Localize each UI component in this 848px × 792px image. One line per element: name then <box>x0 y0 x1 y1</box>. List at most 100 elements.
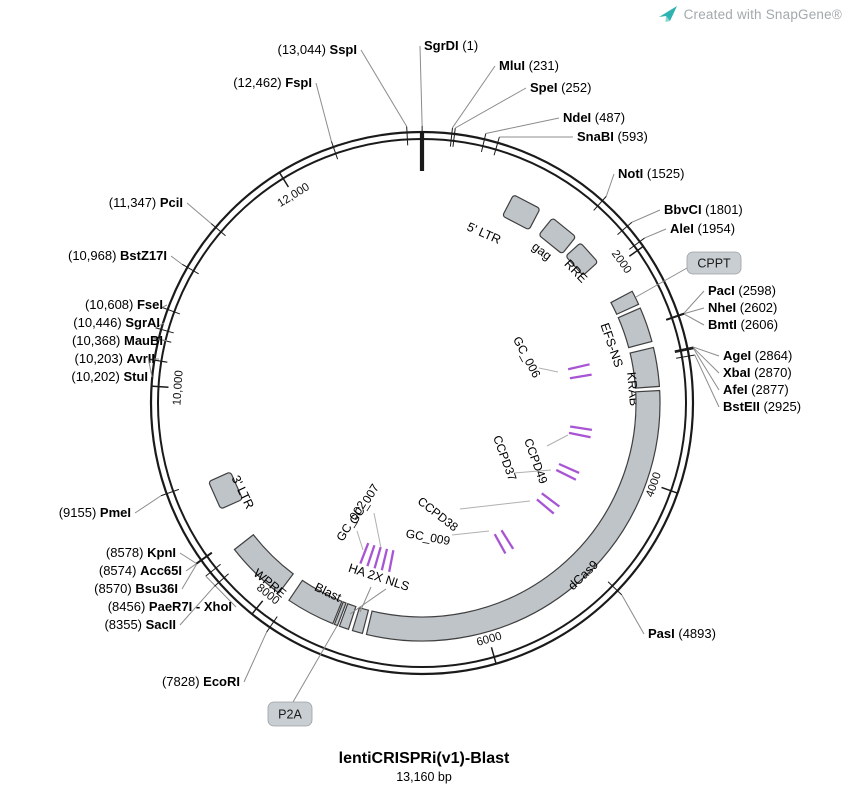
rre-box <box>566 243 598 275</box>
callout-leader-p2a <box>292 625 338 703</box>
enzyme-label-alei: AleI (1954) <box>670 221 735 236</box>
guide-label-ccpd37: CCPD37 <box>490 433 519 483</box>
enzyme-label-fspi: (12,462) FspI <box>233 75 312 90</box>
enzyme-label-paer7i-xhoi: (8456) PaeR7I - XhoI <box>108 599 232 614</box>
enzyme-leader-bbvci <box>631 209 661 223</box>
blast-segment <box>288 579 343 625</box>
enzyme-site-tick-bsu36i <box>196 552 213 565</box>
krab-segment <box>629 346 661 389</box>
guide-leader-gc-009 <box>451 530 490 536</box>
enzyme-label-ndei: NdeI (487) <box>563 110 625 125</box>
enzyme-label-fsei: (10,608) FseI <box>85 297 163 312</box>
guide-tick-ccpd37-1 <box>558 462 580 475</box>
enzyme-leader-kpni <box>179 552 197 564</box>
enzyme-leader-bstz17i <box>170 255 183 265</box>
guide-label-gc-009: GC_009 <box>405 526 452 548</box>
plasmid-map: 200040006000800010,00012,000EFS-NSKRABdC… <box>59 38 801 727</box>
enzyme-leader-fspi <box>315 82 332 142</box>
enzyme-label-sgrai: (10,446) SgrAI <box>73 315 160 330</box>
enzyme-label-snabi: SnaBI (593) <box>577 129 648 144</box>
enzyme-site-tick-bstz17i <box>181 263 199 275</box>
enzyme-leader-maubi <box>152 337 168 342</box>
enzyme-leader-ndei <box>485 117 560 134</box>
guide-tick-ccpd37-2 <box>555 468 577 481</box>
guide-tick-gc-009-2 <box>493 533 507 554</box>
enzyme-leader-mlui <box>452 65 496 128</box>
scale-label-12000: 12,000 <box>276 181 312 210</box>
scale-tick-4000 <box>661 486 679 494</box>
enzyme-leader-paer7i-xhoi <box>205 575 237 608</box>
enzyme-site-tick-fspi <box>330 141 339 160</box>
enzyme-label-pcii: (11,347) PciI <box>109 195 183 210</box>
enzyme-leader-sacii <box>179 586 215 626</box>
enzyme-leader-spei <box>455 87 527 129</box>
ha-nls-leader-1 <box>359 586 372 613</box>
enzyme-leader-ecori <box>243 632 267 683</box>
callout-leader-cppt <box>635 267 688 298</box>
enzyme-leader-acc65i <box>185 563 197 572</box>
watermark-text: Created with SnapGene® <box>683 6 842 22</box>
guide-label-ccpd49: CCPD49 <box>521 436 550 486</box>
enzyme-leader-sgrdi <box>419 45 423 127</box>
enzyme-leader-pcii <box>186 202 212 224</box>
enzyme-site-tick-pasi <box>607 581 623 596</box>
snapgene-watermark: Created with SnapGene® <box>658 5 842 23</box>
enzyme-label-sspi: (13,044) SspI <box>277 42 357 57</box>
enzyme-site-tick-pcii <box>210 223 226 237</box>
enzyme-site-tick-agei <box>674 346 694 352</box>
plasmid-size: 13,160 bp <box>396 770 452 784</box>
enzyme-leader-xbai <box>693 347 720 374</box>
enzyme-label-pasi: PasI (4893) <box>648 626 716 641</box>
guide-leader-ccpd38 <box>459 500 531 510</box>
enzyme-label-xbai: XbaI (2870) <box>723 365 792 380</box>
five-ltr-box <box>502 195 540 230</box>
enzyme-leader-sspi <box>360 49 408 127</box>
enzyme-label-nhei: NheI (2602) <box>708 300 777 315</box>
scale-tick-6000 <box>490 647 497 665</box>
guide-leader-gc-006 <box>538 367 559 373</box>
enzyme-label-afei: AfeI (2877) <box>723 382 789 397</box>
enzyme-label-pmei: (9155) PmeI <box>59 505 131 520</box>
plasmid-ring-outer <box>149 130 695 676</box>
guide-tick-gc-002-1 <box>373 546 382 569</box>
enzyme-label-bstz17i: (10,968) BstZ17I <box>68 248 167 263</box>
enzyme-site-tick-spei <box>452 127 456 147</box>
guide-label-gc-006: GC_006 <box>510 334 543 380</box>
ha-nls-leader-2 <box>349 588 387 615</box>
enzyme-site-tick-xbai <box>674 347 694 353</box>
enzyme-label-sgrdi: SgrDI (1) <box>424 38 478 53</box>
wpre-segment <box>233 533 295 594</box>
guide-leader-ccpd49 <box>546 434 569 447</box>
scale-label-2000: 2000 <box>609 248 634 276</box>
guide-tick-gc-007-1 <box>388 550 395 573</box>
guide-leader-ccpd37 <box>513 469 552 474</box>
enzyme-leader-bmti <box>684 313 705 326</box>
enzyme-leader-stui <box>147 359 153 378</box>
guide-label-gc-002: GC_002 <box>333 498 369 544</box>
scale-tick-10000 <box>150 385 169 388</box>
enzyme-label-stui: (10,202) StuI <box>71 369 148 384</box>
scale-tick-2000 <box>628 245 645 257</box>
enzyme-leader-bsu36i <box>181 563 198 590</box>
enzyme-leader-afei <box>693 348 720 391</box>
callout-label-cppt: CPPT <box>697 256 731 270</box>
enzyme-site-tick-afei <box>674 348 694 353</box>
enzyme-site-tick-bsteii <box>676 354 695 359</box>
enzyme-label-mlui: MluI (231) <box>499 58 559 73</box>
enzyme-leader-bsteii <box>694 354 720 408</box>
guide-tick-gc-006-1 <box>567 363 590 371</box>
guide-tick-gc-006-2 <box>569 373 592 380</box>
enzyme-label-bmti: BmtI (2606) <box>708 317 778 332</box>
enzyme-label-kpni: (8578) KpnI <box>106 545 176 560</box>
three-ltr-box <box>208 472 243 509</box>
callout-badge-p2a <box>267 701 313 727</box>
callout-badge-cppt <box>686 251 742 275</box>
enzyme-label-ecori: (7828) EcoRI <box>162 674 240 689</box>
dcas9-segment <box>365 389 661 642</box>
enzyme-leader-noti <box>605 173 615 197</box>
feature-label-ha-2x-nls: HA 2X NLS <box>347 561 411 594</box>
guide-tick-gc-002-2 <box>366 544 376 567</box>
enzyme-label-bbvci: BbvCI (1801) <box>664 202 743 217</box>
guide-tick-gc-009-1 <box>500 529 515 550</box>
enzyme-leader-fsei <box>161 304 168 308</box>
